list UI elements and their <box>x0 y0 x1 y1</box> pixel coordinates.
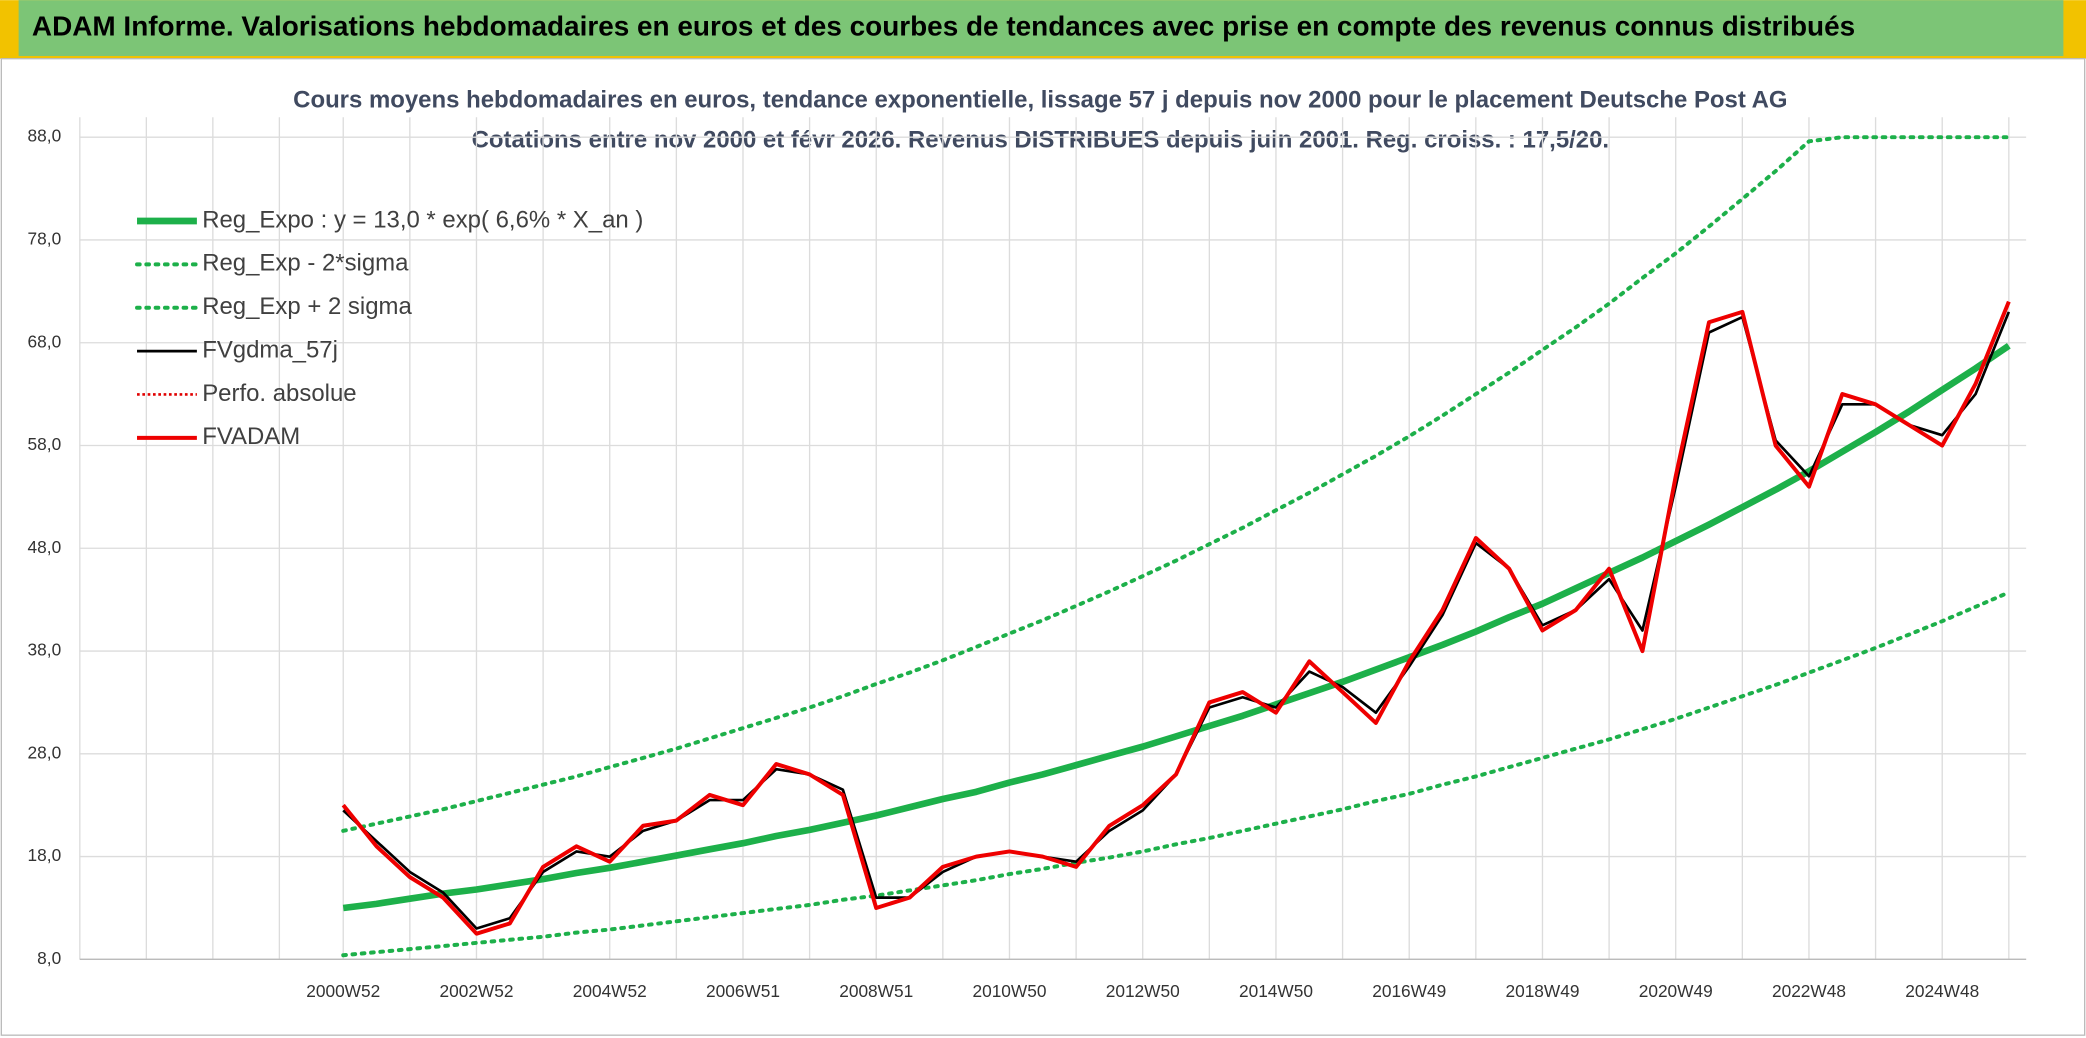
y-tick-label: 78,0 <box>28 229 62 249</box>
grid: 8,0 18,0 28,0 38,0 48,0 58,0 68,0 78,0 88,0 2000W… <box>28 117 2027 1001</box>
series-line <box>341 590 2011 958</box>
y-tick-label: 58,0 <box>28 434 62 454</box>
x-tick-label: 2002W52 <box>439 981 513 1001</box>
series <box>341 135 2011 958</box>
x-tick-label: 2008W51 <box>839 981 913 1001</box>
x-tick-label: 2000W52 <box>306 981 380 1001</box>
series-line <box>341 135 2011 833</box>
series-line <box>342 343 2011 912</box>
legend-label: FVgdma_57j <box>202 336 338 363</box>
x-tick-label: 2004W52 <box>573 981 647 1001</box>
x-tick-label: 2016W49 <box>1372 981 1446 1001</box>
banner <box>18 0 2064 57</box>
x-tick-label: 2020W49 <box>1639 981 1713 1001</box>
legend-label: Reg_Exp - 2*sigma <box>202 250 409 277</box>
x-tick-label: 2022W48 <box>1772 981 1846 1001</box>
y-tick-label: 8,0 <box>37 948 61 968</box>
y-tick-label: 28,0 <box>28 742 62 762</box>
frame <box>0 58 2086 1036</box>
y-tick-label: 18,0 <box>28 845 62 865</box>
x-tick-label: 2010W50 <box>972 981 1046 1001</box>
legend-label: Perfo. absolue <box>202 380 356 407</box>
legend-label: Reg_Exp + 2 sigma <box>202 293 412 320</box>
y-tick-label: 68,0 <box>28 331 62 351</box>
legend-label: Reg_Expo : y = 13,0 * exp( 6,6% * X_an ) <box>202 206 643 233</box>
left-grid <box>79 117 281 960</box>
chart-title: Cours moyens hebdomadaires en euros, ten… <box>293 87 1787 114</box>
chart-subtitle: Cotations entre nov 2000 et févr 2026. R… <box>472 127 1609 154</box>
x-tick-label: 2018W49 <box>1505 981 1579 1001</box>
series-line <box>341 300 2011 936</box>
banner-text: ADAM Informe. Valorisations hebdomadaire… <box>32 10 1855 41</box>
x-tick-label: 2012W50 <box>1106 981 1180 1001</box>
y-tick-label: 48,0 <box>28 537 62 557</box>
x-tick-label: 2024W48 <box>1905 981 1979 1001</box>
legend: Reg_Expo : y = 13,0 * exp( 6,6% * X_an )… <box>135 206 643 450</box>
x-tick-label: 2006W51 <box>706 981 780 1001</box>
y-tick-label: 88,0 <box>28 126 62 146</box>
legend-label: FVADAM <box>202 423 300 450</box>
x-tick-label: 2014W50 <box>1239 981 1313 1001</box>
y-tick-label: 38,0 <box>28 640 62 660</box>
